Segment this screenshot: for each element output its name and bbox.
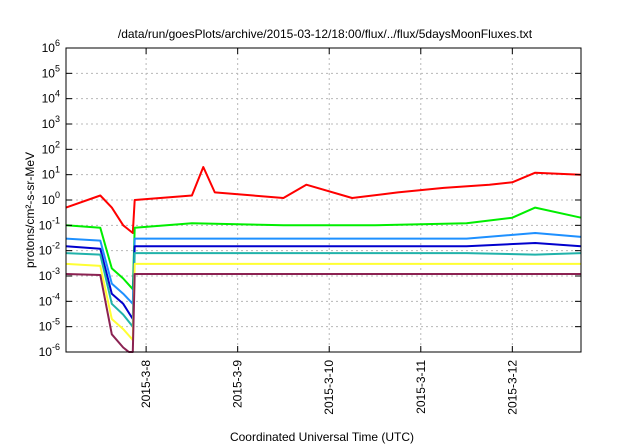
x-tick-label: 2015-3-11 [414, 360, 428, 414]
y-tick-label: 104 [42, 89, 60, 106]
x-tick-label: 2015-3-12 [505, 360, 519, 415]
y-tick-label: 10-5 [39, 317, 60, 334]
series-line-3 [65, 232, 582, 305]
x-tick-label: 2015-3-9 [231, 360, 245, 408]
y-tick-label: 10-2 [39, 241, 60, 258]
chart-title: /data/run/goesPlots/archive/2015-03-12/1… [118, 27, 533, 41]
y-tick-label: 10-3 [39, 266, 60, 283]
y-tick-label: 101 [42, 165, 60, 182]
x-tick-labels: 2015-3-8 2015-3-9 2015-3-10 2015-3-11 2015-3… [139, 360, 519, 415]
series-line-4 [65, 242, 582, 320]
series-line-1 [65, 166, 582, 234]
series-group [65, 166, 582, 353]
y-tick-label: 100 [42, 190, 60, 207]
y-tick-label: 103 [42, 114, 60, 131]
x-tick-label: 2015-3-8 [139, 360, 153, 408]
y-tick-label: 106 [42, 38, 60, 55]
x-tick-label: 2015-3-10 [322, 360, 336, 415]
y-tick-label: 105 [42, 63, 60, 80]
axis-ticks [66, 47, 581, 353]
series-line-7 [65, 273, 581, 353]
series-line-5 [65, 252, 582, 328]
y-tick-label: 10-6 [39, 342, 60, 359]
series-line-2 [65, 206, 582, 291]
y-axis-label: protons/cm²-s-sr-MeV [23, 152, 37, 268]
y-tick-labels: 10-6 10-5 10-4 10-3 10-2 10-1 100 101 102 103 104 1… [39, 38, 60, 359]
series-line-6 [65, 262, 581, 341]
y-tick-label: 10-4 [39, 291, 60, 308]
y-tick-label: 10-1 [39, 215, 60, 232]
x-axis-label: Coordinated Universal Time (UTC) [230, 430, 414, 444]
y-tick-label: 102 [42, 139, 60, 156]
